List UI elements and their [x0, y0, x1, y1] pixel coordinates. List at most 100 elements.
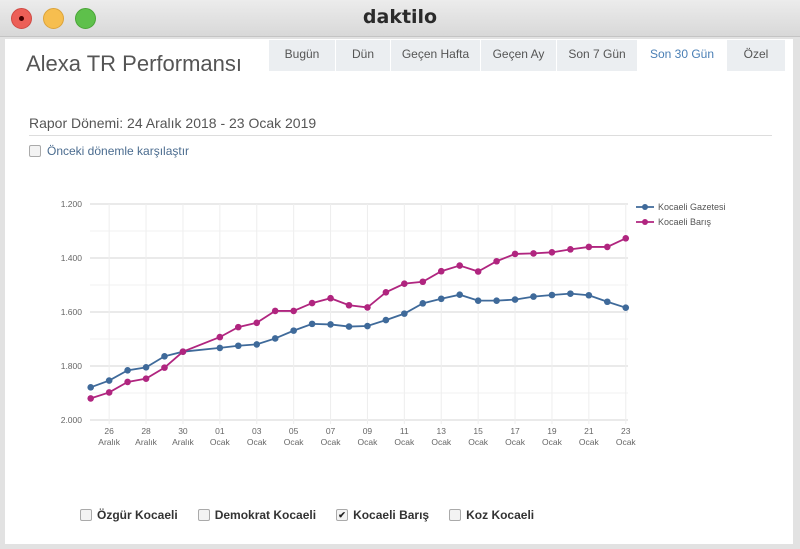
- data-point: [105, 377, 113, 384]
- x-tick-day: 01: [215, 426, 225, 436]
- x-tick-day: 11: [400, 426, 409, 436]
- legend-marker: [642, 204, 648, 210]
- data-point: [530, 250, 537, 257]
- data-point: [364, 304, 371, 311]
- close-button[interactable]: [11, 8, 32, 29]
- page-title: Alexa TR Performansı: [26, 51, 243, 76]
- site-demokrat-kocaeli[interactable]: Demokrat Kocaeli: [197, 508, 316, 522]
- title-bar: daktilo: [0, 0, 800, 37]
- checkbox-icon[interactable]: [29, 145, 41, 157]
- data-point: [437, 267, 445, 275]
- tab-son-7-gun[interactable]: Son 7 Gün: [557, 40, 637, 71]
- x-tick-month: Ocak: [358, 437, 379, 447]
- data-point: [105, 389, 113, 396]
- x-tick-day: 13: [437, 426, 447, 436]
- data-point: [216, 344, 224, 352]
- x-tick-day: 26: [104, 426, 114, 436]
- data-point: [142, 364, 150, 371]
- y-tick-label: 2.000: [61, 415, 83, 425]
- site-label: Kocaeli Barış: [353, 508, 430, 522]
- data-point: [401, 280, 408, 287]
- y-tick-label: 1.400: [61, 253, 83, 263]
- data-point: [567, 246, 574, 253]
- x-tick-day: 30: [178, 426, 188, 436]
- data-point: [622, 304, 630, 311]
- data-point: [493, 297, 500, 304]
- x-tick-day: 05: [289, 426, 299, 436]
- x-tick-month: Ocak: [616, 437, 637, 447]
- data-point: [161, 352, 168, 360]
- tab-son-30-gun[interactable]: Son 30 Gün: [638, 40, 726, 71]
- y-tick-label: 1.600: [61, 307, 83, 317]
- checkbox-checked-icon[interactable]: ✔: [336, 509, 349, 521]
- maximize-button[interactable]: [75, 8, 96, 29]
- data-point: [271, 335, 279, 342]
- period-tabs: Bugün Dün Geçen Hafta Geçen Ay Son 7 Gün…: [269, 40, 786, 71]
- data-point: [235, 323, 242, 331]
- data-point: [142, 375, 150, 382]
- data-point: [253, 341, 261, 348]
- data-point: [604, 298, 611, 306]
- x-tick-month: Ocak: [468, 437, 489, 447]
- series-line-1: [90, 237, 627, 400]
- data-point: [382, 316, 390, 324]
- data-point: [179, 348, 187, 355]
- main-card: Alexa TR Performansı Bugün Dün Geçen Haf…: [5, 39, 793, 544]
- data-point: [87, 395, 94, 402]
- data-point: [622, 234, 630, 242]
- site-koz-kocaeli[interactable]: Koz Kocaeli: [449, 508, 534, 522]
- window-title: daktilo: [362, 6, 438, 28]
- data-point: [530, 293, 537, 300]
- data-point: [87, 384, 94, 391]
- x-tick-day: 17: [510, 426, 520, 436]
- data-point: [456, 262, 464, 269]
- data-point: [567, 290, 574, 297]
- tab-gecen-ay[interactable]: Geçen Ay: [481, 40, 556, 71]
- data-point: [419, 278, 427, 286]
- x-tick-month: Ocak: [579, 437, 600, 447]
- data-point: [124, 367, 131, 374]
- data-point: [308, 320, 316, 328]
- data-point: [456, 291, 464, 299]
- data-point: [493, 257, 500, 265]
- data-point: [345, 323, 353, 330]
- tab-bugun[interactable]: Bugün: [269, 40, 335, 71]
- data-point: [253, 319, 261, 327]
- x-tick-day: 15: [473, 426, 483, 436]
- divider: [29, 135, 772, 136]
- compare-checkbox[interactable]: Önceki dönemle karşılaştır: [29, 144, 189, 158]
- data-point: [216, 333, 224, 341]
- x-tick-month: Ocak: [321, 437, 342, 447]
- data-point: [308, 299, 316, 307]
- data-point: [327, 321, 334, 328]
- x-tick-day: 07: [326, 426, 336, 436]
- data-point: [419, 300, 427, 307]
- checkbox-icon[interactable]: [80, 509, 92, 521]
- legend-label: Kocaeli Gazetesi: [658, 202, 726, 212]
- data-point: [364, 322, 371, 330]
- x-tick-month: Aralık: [172, 437, 194, 447]
- checkbox-icon[interactable]: [197, 509, 210, 521]
- data-point: [290, 327, 297, 334]
- x-tick-month: Ocak: [247, 437, 268, 447]
- x-tick-month: Aralık: [135, 437, 157, 447]
- data-point: [604, 243, 611, 251]
- x-tick-day: 28: [141, 426, 151, 436]
- y-tick-label: 1.200: [61, 199, 83, 209]
- x-tick-month: Ocak: [431, 437, 452, 447]
- data-point: [474, 297, 482, 304]
- minimize-button[interactable]: [43, 8, 64, 29]
- x-tick-day: 19: [547, 426, 557, 436]
- site-label: Koz Kocaeli: [466, 508, 535, 522]
- checkbox-icon[interactable]: [449, 509, 462, 521]
- site-kocaeli-baris[interactable]: ✔ Kocaeli Barış: [336, 508, 429, 522]
- close-icon: [19, 16, 24, 21]
- data-point: [585, 291, 593, 299]
- data-point: [271, 307, 279, 315]
- tab-ozel[interactable]: Özel: [727, 40, 785, 71]
- tab-dun[interactable]: Dün: [336, 40, 390, 71]
- tab-gecen-hafta[interactable]: Geçen Hafta: [391, 40, 480, 71]
- x-tick-month: Ocak: [542, 437, 563, 447]
- site-ozgur-kocaeli[interactable]: Özgür Kocaeli: [80, 508, 178, 522]
- x-tick-month: Ocak: [210, 437, 231, 447]
